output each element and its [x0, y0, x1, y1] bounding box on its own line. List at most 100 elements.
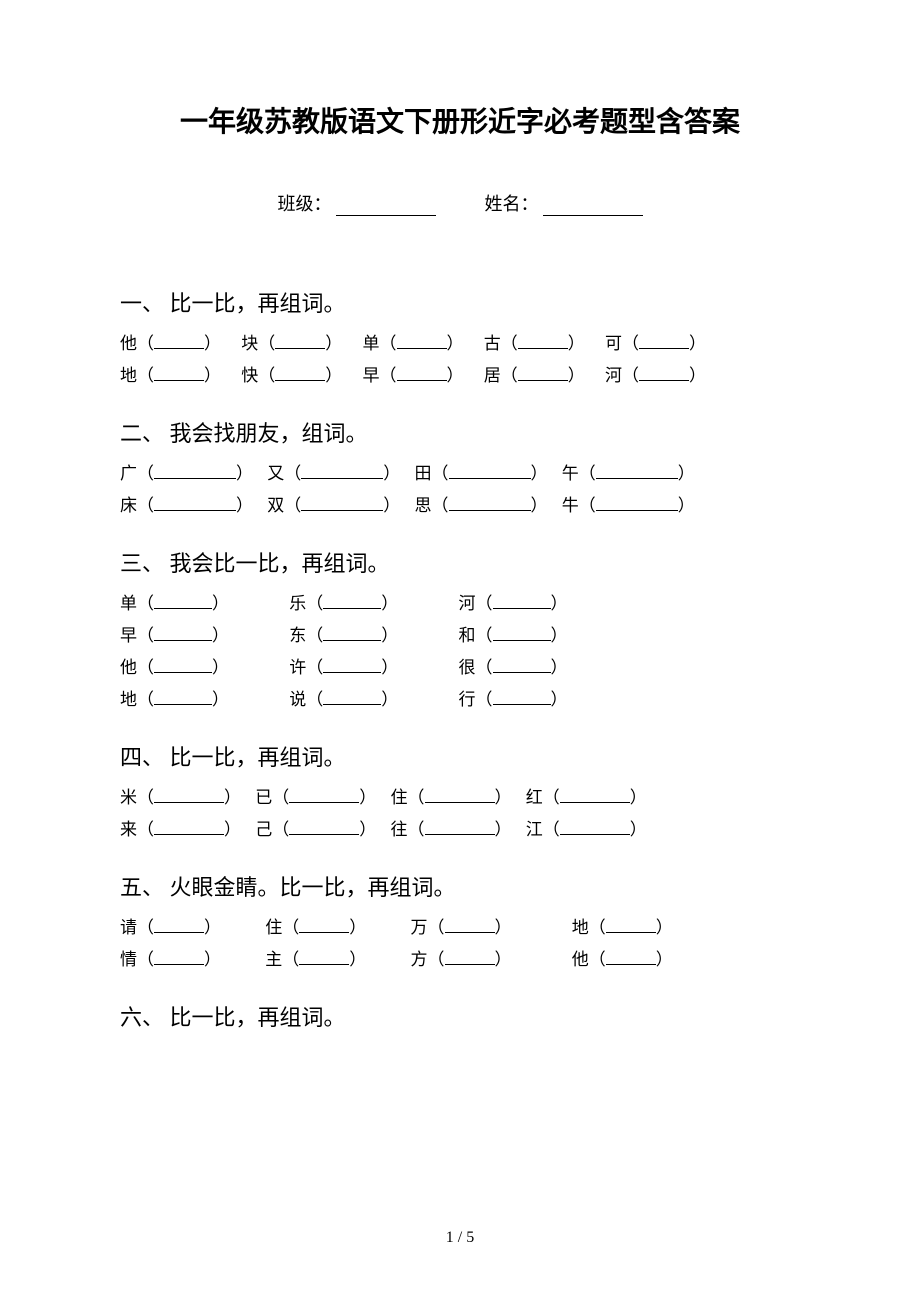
blank [154, 510, 236, 511]
blank [154, 672, 212, 673]
s5-row-2: 情（） 主（） 方（） 他（） [120, 944, 800, 976]
s1-r2-c1: 地 [120, 366, 137, 385]
s5-r2-c1: 情 [120, 950, 137, 969]
s3-r4-c1: 地 [120, 690, 137, 709]
blank [560, 802, 630, 803]
page-footer: 1 / 5 [0, 1229, 920, 1247]
s5-r1-c3: 万 [411, 918, 428, 937]
blank [493, 640, 551, 641]
s1-r2-c5: 河 [605, 366, 622, 385]
blank [299, 964, 349, 965]
s4-r2-c4: 江 [526, 820, 543, 839]
student-info-line: 班级： 姓名： [120, 190, 800, 216]
section-6-head: 六、 比一比，再组词。 [120, 1000, 800, 1032]
blank [493, 704, 551, 705]
blank [323, 640, 381, 641]
s1-r1-c4: 古 [484, 334, 501, 353]
blank [154, 802, 224, 803]
s3-r3-c1: 他 [120, 658, 137, 677]
blank [397, 380, 447, 381]
blank [445, 932, 495, 933]
s2-r2-c1: 床 [120, 496, 137, 515]
s1-r1-c3: 单 [363, 334, 380, 353]
s3-row-1: 单（） 乐（） 河（） [120, 588, 800, 620]
blank [154, 348, 204, 349]
blank [154, 964, 204, 965]
s3-r3-c3: 很 [459, 658, 476, 677]
s3-r3-c2: 许 [289, 658, 306, 677]
blank [154, 704, 212, 705]
s1-row-2: 地（） 快（） 早（） 居（） 河（） [120, 360, 800, 392]
blank [425, 802, 495, 803]
blank [154, 834, 224, 835]
blank [639, 348, 689, 349]
blank [606, 932, 656, 933]
s2-row-1: 广（） 又（） 田（） 午（） [120, 458, 800, 490]
blank [275, 348, 325, 349]
section-4-head: 四、 比一比，再组词。 [120, 740, 800, 772]
blank [560, 834, 630, 835]
s1-r1-c2: 块 [241, 334, 258, 353]
s2-r1-c1: 广 [120, 464, 137, 483]
blank [289, 834, 359, 835]
blank [154, 932, 204, 933]
s5-row-1: 请（） 住（） 万（） 地（） [120, 912, 800, 944]
s5-r2-c4: 他 [572, 950, 589, 969]
blank [449, 478, 531, 479]
blank [323, 608, 381, 609]
s4-r1-c2: 已 [255, 788, 272, 807]
s1-r2-c3: 早 [363, 366, 380, 385]
s4-r2-c2: 己 [255, 820, 272, 839]
class-label: 班级： [278, 194, 332, 214]
s3-r4-c2: 说 [289, 690, 306, 709]
blank [596, 478, 678, 479]
s2-row-2: 床（） 双（） 思（） 牛（） [120, 490, 800, 522]
worksheet-page: 一年级苏教版语文下册形近字必考题型含答案 班级： 姓名： 一、 比一比，再组词。… [0, 0, 920, 1302]
s2-r1-c2: 又 [267, 464, 284, 483]
s3-row-2: 早（） 东（） 和（） [120, 620, 800, 652]
class-blank [336, 215, 436, 216]
blank [323, 672, 381, 673]
section-1-head: 一、 比一比，再组词。 [120, 286, 800, 318]
s1-r1-c5: 可 [605, 334, 622, 353]
blank [493, 672, 551, 673]
blank [425, 834, 495, 835]
s4-r2-c3: 往 [391, 820, 408, 839]
s5-r2-c3: 方 [411, 950, 428, 969]
section-5-head: 五、 火眼金睛。比一比，再组词。 [120, 870, 800, 902]
s2-r2-c4: 牛 [562, 496, 579, 515]
blank [289, 802, 359, 803]
s4-row-2: 来（） 己（） 往（） 江（） [120, 814, 800, 846]
section-2-head: 二、 我会找朋友，组词。 [120, 416, 800, 448]
blank [493, 608, 551, 609]
s3-r1-c2: 乐 [289, 594, 306, 613]
blank [518, 348, 568, 349]
s2-r2-c3: 思 [415, 496, 432, 515]
blank [323, 704, 381, 705]
s5-r1-c2: 住 [265, 918, 282, 937]
blank [445, 964, 495, 965]
blank [639, 380, 689, 381]
s3-r1-c3: 河 [459, 594, 476, 613]
s2-r2-c2: 双 [267, 496, 284, 515]
s4-r1-c3: 住 [391, 788, 408, 807]
name-blank [543, 215, 643, 216]
s4-row-1: 米（） 已（） 住（） 红（） [120, 782, 800, 814]
s1-r1-c1: 他 [120, 334, 137, 353]
blank [518, 380, 568, 381]
s1-r2-c4: 居 [484, 366, 501, 385]
blank [275, 380, 325, 381]
blank [301, 478, 383, 479]
s3-row-4: 地（） 说（） 行（） [120, 684, 800, 716]
s5-r2-c2: 主 [265, 950, 282, 969]
blank [154, 640, 212, 641]
s3-r2-c3: 和 [459, 626, 476, 645]
blank [299, 932, 349, 933]
s3-r2-c2: 东 [289, 626, 306, 645]
s3-r1-c1: 单 [120, 594, 137, 613]
blank [397, 348, 447, 349]
s5-r1-c4: 地 [572, 918, 589, 937]
s1-r2-c2: 快 [241, 366, 258, 385]
s3-row-3: 他（） 许（） 很（） [120, 652, 800, 684]
s2-r1-c3: 田 [415, 464, 432, 483]
